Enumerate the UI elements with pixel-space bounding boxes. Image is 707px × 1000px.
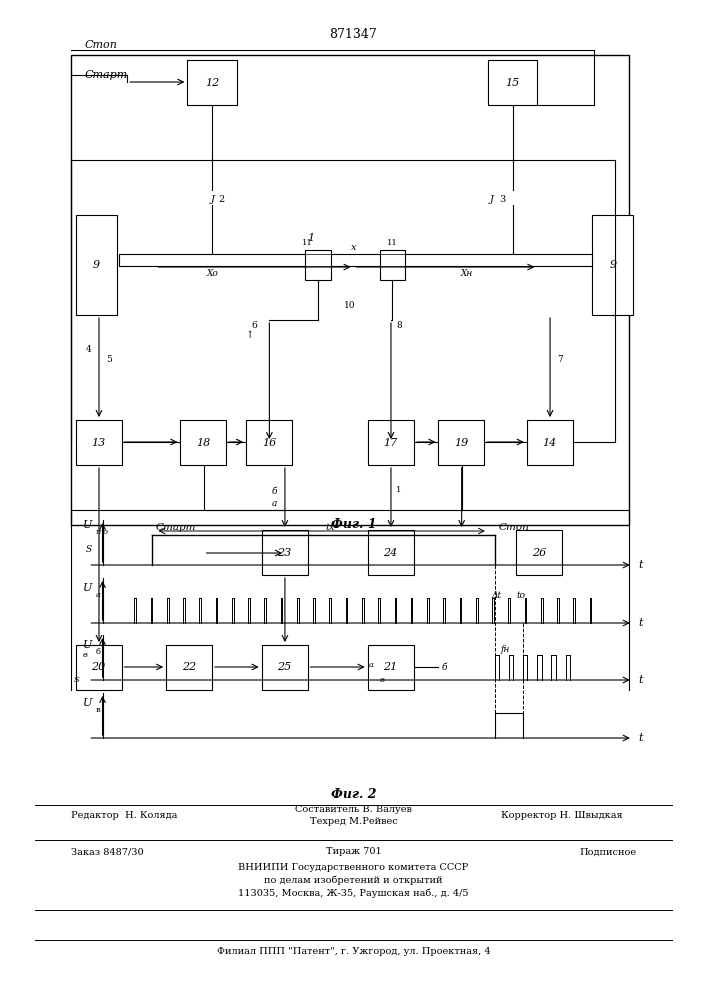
Text: 5: 5 (106, 356, 112, 364)
Text: 7: 7 (557, 356, 563, 364)
Text: в: в (83, 651, 87, 659)
Text: 19: 19 (454, 438, 469, 448)
Text: Старт: Старт (156, 522, 196, 532)
Text: Xo: Xo (206, 269, 218, 278)
Text: 9: 9 (609, 260, 617, 270)
Text: б: б (271, 488, 277, 496)
Bar (76, 420, 122, 465)
Text: Корректор Н. Швыдкая: Корректор Н. Швыдкая (501, 810, 622, 820)
Text: J: J (489, 196, 493, 205)
Text: U: U (83, 640, 92, 650)
Bar (246, 420, 292, 465)
Text: U: U (83, 520, 92, 530)
Bar (368, 420, 414, 465)
Text: 113035, Москва, Ж-35, Раушская наб., д. 4/5: 113035, Москва, Ж-35, Раушская наб., д. … (238, 888, 469, 898)
Bar (71, 55, 629, 525)
Bar (262, 530, 308, 575)
Text: tx: tx (326, 522, 335, 532)
Text: 23: 23 (277, 548, 292, 558)
Text: Фиг. 2: Фиг. 2 (331, 788, 376, 802)
Text: Δt: Δt (491, 590, 501, 599)
Text: 8: 8 (396, 320, 402, 330)
Text: x: x (351, 243, 356, 252)
Text: 9: 9 (93, 260, 100, 270)
Text: Фиг. 1: Фиг. 1 (331, 518, 376, 532)
Text: t: t (638, 560, 643, 570)
Bar (368, 530, 414, 575)
Text: mo: mo (95, 528, 108, 536)
Text: а: а (368, 661, 374, 669)
Text: Филиал ППП "Патент", г. Ужгород, ул. Проектная, 4: Филиал ППП "Патент", г. Ужгород, ул. Про… (216, 948, 491, 956)
Bar (488, 60, 537, 105)
Text: t: t (638, 618, 643, 628)
Text: Подписное: Подписное (580, 848, 637, 856)
Text: б: б (95, 648, 100, 656)
Bar (180, 420, 226, 465)
Text: 11: 11 (302, 239, 313, 247)
Text: 17: 17 (383, 438, 398, 448)
Text: 15: 15 (506, 78, 520, 88)
Text: Техред М.Рейвес: Техред М.Рейвес (310, 818, 397, 826)
Bar (592, 215, 633, 315)
Bar (527, 420, 573, 465)
Text: 3: 3 (499, 196, 505, 205)
Text: по делам изобретений и открытий: по делам изобретений и открытий (264, 875, 443, 885)
Text: 4: 4 (86, 346, 92, 355)
Text: 20: 20 (91, 662, 106, 672)
Text: ВНИИПИ Государственного комитета СССР: ВНИИПИ Государственного комитета СССР (238, 862, 469, 871)
Text: Стоп: Стоп (85, 40, 117, 50)
Text: 12: 12 (205, 78, 219, 88)
Text: б: б (442, 662, 448, 672)
Text: 22: 22 (182, 662, 197, 672)
Text: Составитель В. Валуев: Составитель В. Валуев (295, 806, 412, 814)
Bar (76, 645, 122, 690)
Text: 18: 18 (196, 438, 211, 448)
Text: J: J (210, 196, 214, 205)
Text: U: U (83, 698, 92, 708)
Bar (516, 530, 562, 575)
Text: 871347: 871347 (329, 28, 378, 41)
Text: Старт: Старт (85, 70, 128, 80)
Text: 13: 13 (91, 438, 106, 448)
Bar (380, 250, 405, 280)
Text: в: в (380, 676, 384, 684)
Text: t: t (638, 675, 643, 685)
Text: U: U (83, 583, 92, 593)
Text: 14: 14 (542, 438, 557, 448)
Text: S: S (74, 676, 79, 684)
Bar (76, 215, 117, 315)
Text: ↑: ↑ (245, 330, 254, 340)
Text: 16: 16 (262, 438, 276, 448)
Text: 24: 24 (383, 548, 398, 558)
Text: Тираж 701: Тираж 701 (326, 848, 381, 856)
Text: 25: 25 (277, 662, 292, 672)
Text: 2: 2 (218, 196, 224, 205)
Text: Стоп: Стоп (498, 522, 529, 532)
Text: fн: fн (501, 646, 510, 654)
Bar (187, 60, 237, 105)
Bar (438, 420, 484, 465)
Text: Редактор  Н. Коляда: Редактор Н. Коляда (71, 810, 177, 820)
Bar (305, 250, 331, 280)
Text: Заказ 8487/30: Заказ 8487/30 (71, 848, 144, 856)
Text: 10: 10 (344, 300, 356, 310)
Bar (119, 254, 592, 266)
Text: a: a (95, 591, 100, 599)
Bar (166, 645, 212, 690)
Text: а: а (271, 499, 277, 508)
Text: 1: 1 (396, 486, 402, 494)
Text: 11: 11 (387, 239, 398, 247)
Text: 6: 6 (251, 320, 257, 330)
Text: Xн: Xн (460, 269, 473, 278)
Text: t: t (638, 733, 643, 743)
Text: 26: 26 (532, 548, 547, 558)
Text: 21: 21 (383, 662, 398, 672)
Text: to: to (516, 590, 525, 599)
Bar (262, 645, 308, 690)
Text: в: в (95, 706, 100, 714)
Text: 1: 1 (308, 233, 315, 243)
Text: S: S (86, 546, 92, 554)
Bar (368, 645, 414, 690)
